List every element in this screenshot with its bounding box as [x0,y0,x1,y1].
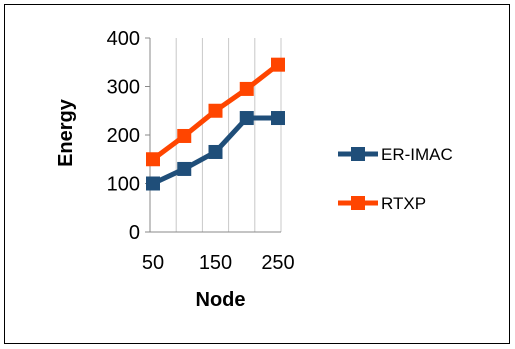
data-point [146,176,160,191]
data-point [177,161,192,176]
data-point [239,81,254,96]
data-point [271,111,285,126]
legend-item: ER-IMAC [338,145,453,164]
tick-labels: 0 100 200 300 400 50 150 250 [107,28,295,274]
x-tick-label: 50 [142,252,164,274]
data-point [271,57,285,72]
axes [145,37,281,233]
x-tick-label: 250 [261,252,294,274]
x-tick-label: 150 [199,252,232,274]
legend-marker [351,147,365,161]
data-point [239,111,254,126]
y-tick-label: 100 [107,174,140,196]
series-layer [146,57,285,191]
legend-label: RTXP [381,194,426,213]
y-axis-title: Energy [55,98,77,167]
x-axis-title: Node [196,289,246,311]
data-point [177,128,192,143]
data-point [146,152,160,167]
y-tick-label: 300 [107,77,140,99]
grid-lines [149,38,282,232]
series-er-imac [146,111,285,191]
legend: ER-IMAC RTXP [338,145,453,213]
chart-frame [4,4,510,344]
y-tick-label: 400 [107,28,140,50]
y-tick-label: 200 [107,125,140,147]
legend-label: ER-IMAC [381,145,453,164]
legend-item: RTXP [338,194,426,213]
series-rtxp [146,57,285,167]
legend-marker [351,196,365,210]
y-tick-label: 0 [129,222,140,244]
data-point [208,144,223,159]
data-point [208,103,223,118]
